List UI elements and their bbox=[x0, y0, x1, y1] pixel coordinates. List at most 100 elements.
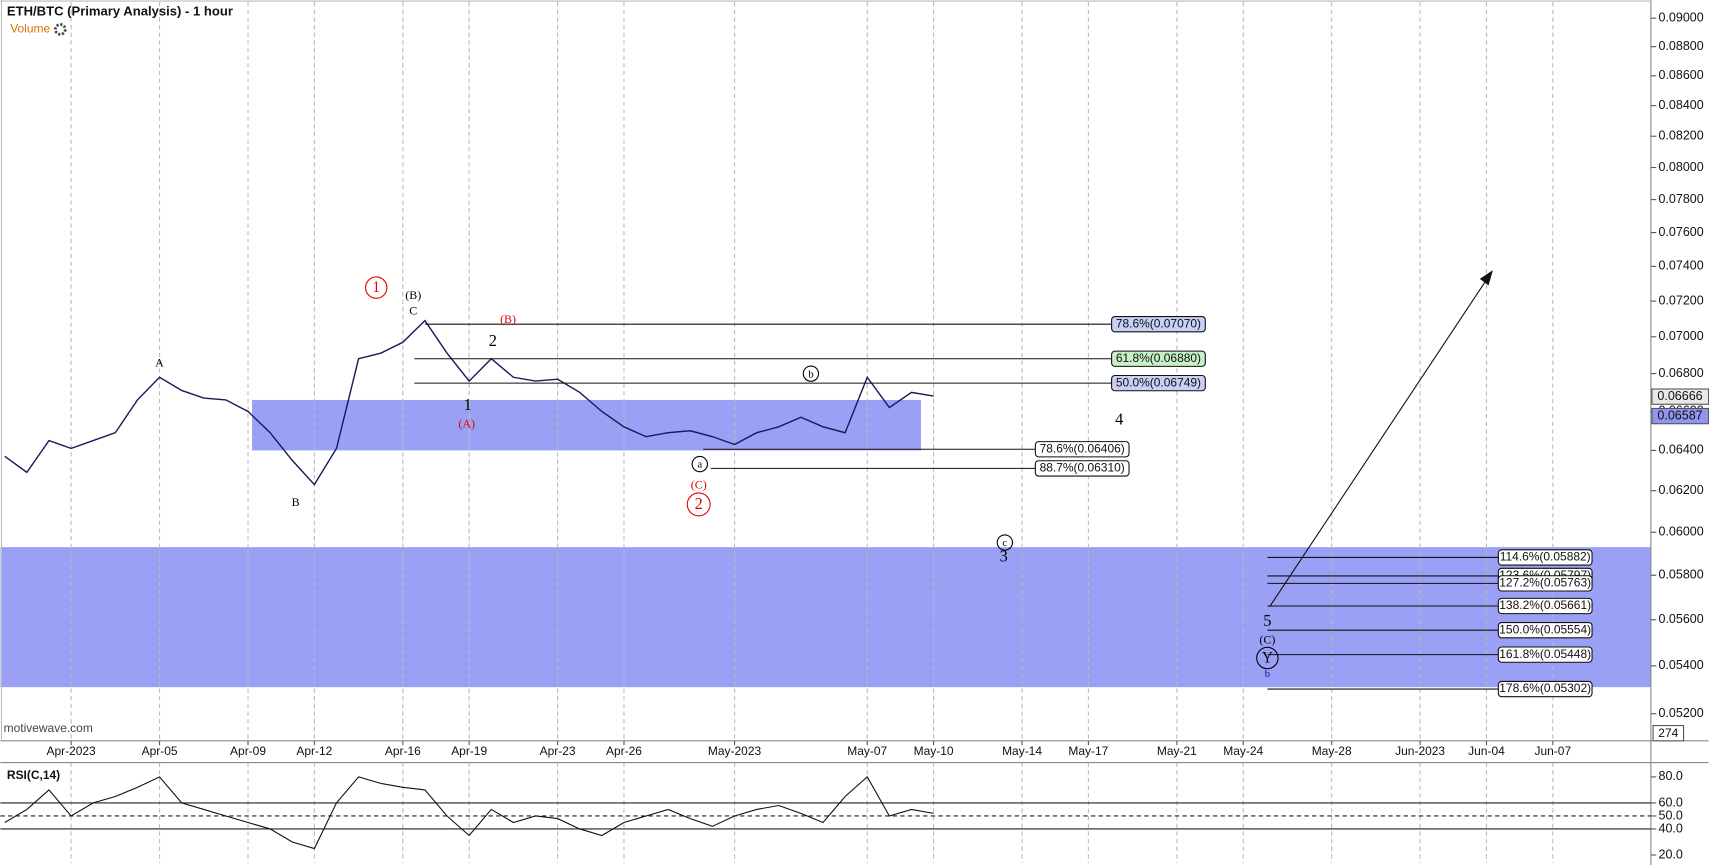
wave-label: (A) bbox=[458, 417, 475, 431]
fib-label-box bbox=[1497, 646, 1593, 663]
fib-label-box bbox=[1111, 350, 1206, 367]
x-tick-label: Apr-23 bbox=[540, 744, 576, 758]
wave-label: A bbox=[155, 356, 164, 370]
x-tick-label: Jun-2023 bbox=[1395, 744, 1445, 758]
y-tick-label: 0.08400 bbox=[1658, 98, 1703, 112]
projection-arrow bbox=[1269, 276, 1489, 608]
wave-label: (C) bbox=[1259, 632, 1275, 646]
wave-label: 5 bbox=[1263, 611, 1271, 630]
wave-circle bbox=[996, 534, 1014, 551]
fib-label-box bbox=[1497, 597, 1593, 615]
fib-label-box bbox=[1497, 549, 1593, 566]
x-tick-label: Jun-04 bbox=[1468, 744, 1505, 758]
fib-label: 78.6%(0.06406) bbox=[1040, 441, 1125, 455]
price-tag: 0.06587 bbox=[1657, 408, 1702, 422]
fib-label: 88.7%(0.06310) bbox=[1040, 461, 1125, 475]
rsi-line bbox=[4, 776, 934, 850]
settings-icon[interactable] bbox=[54, 23, 67, 36]
wave-circle bbox=[691, 455, 708, 473]
x-tick-label: May-24 bbox=[1223, 744, 1263, 758]
fib-label-box bbox=[1034, 460, 1130, 477]
grid bbox=[70, 2, 1554, 863]
x-tick-label: Apr-16 bbox=[385, 744, 421, 758]
wave-label: 4 bbox=[1115, 409, 1123, 428]
x-tick-label: Apr-05 bbox=[142, 744, 178, 758]
wave-label: Y bbox=[1262, 650, 1273, 667]
chart-title: ETH/BTC (Primary Analysis) - 1 hour bbox=[7, 3, 233, 18]
rsi-tick-label: 40.0 bbox=[1658, 821, 1682, 835]
fib-label: 178.6%(0.05302) bbox=[1499, 681, 1591, 695]
volume-label: Volume bbox=[10, 22, 50, 36]
wave-circle bbox=[686, 492, 711, 517]
wave-label: 1 bbox=[372, 279, 380, 296]
rsi-title: RSI(C,14) bbox=[7, 768, 60, 782]
y-tick-label: 0.07600 bbox=[1658, 225, 1703, 239]
y-tick-label: 0.06800 bbox=[1658, 366, 1703, 380]
y-tick-label: 0.08800 bbox=[1658, 39, 1703, 53]
wave-label: C bbox=[409, 303, 417, 317]
y-tick-label: 0.07400 bbox=[1658, 259, 1703, 273]
y-tick-label: 0.08000 bbox=[1658, 160, 1703, 174]
wave-label: (B) bbox=[500, 312, 516, 326]
y-tick-label: 0.05600 bbox=[1658, 612, 1703, 626]
fib-label: 161.8%(0.05448) bbox=[1499, 647, 1591, 661]
y-tick-label: 0.06400 bbox=[1658, 443, 1703, 457]
fib-label-box bbox=[1497, 575, 1593, 592]
zone bbox=[252, 399, 921, 451]
wave-label: 1 bbox=[464, 395, 472, 414]
rsi-tick-label: 80.0 bbox=[1658, 769, 1682, 783]
fib-label: 78.6%(0.07070) bbox=[1116, 316, 1201, 330]
zone bbox=[0, 547, 1651, 688]
x-tick-label: May-10 bbox=[914, 744, 954, 758]
x-tick-label: May-21 bbox=[1157, 744, 1197, 758]
x-tick-label: Apr-09 bbox=[230, 744, 266, 758]
y-tick-label: 0.05800 bbox=[1658, 568, 1703, 582]
fib-label: 61.8%(0.06880) bbox=[1116, 351, 1201, 365]
wave-label: 2 bbox=[489, 331, 497, 350]
watermark: motivewave.com bbox=[4, 721, 93, 735]
x-tick-label: May-07 bbox=[847, 744, 887, 758]
price-line bbox=[4, 319, 934, 486]
y-tick-label: 0.05200 bbox=[1658, 706, 1703, 720]
fib-label: 50.0%(0.06749) bbox=[1116, 375, 1201, 389]
wave-label: (C) bbox=[691, 478, 707, 492]
y-tick-label: 0.08200 bbox=[1658, 129, 1703, 143]
fib-label-box bbox=[1111, 374, 1206, 392]
wave-circle bbox=[1256, 646, 1279, 670]
fib-label: 127.2%(0.05763) bbox=[1499, 576, 1591, 590]
wave-label: c bbox=[1002, 537, 1007, 549]
fib-label-box bbox=[1497, 622, 1593, 639]
y-tick-label: 0.07800 bbox=[1658, 192, 1703, 206]
wave-label: B bbox=[292, 495, 300, 509]
wave-label: a bbox=[697, 459, 702, 471]
wave-label: b bbox=[1265, 668, 1271, 680]
x-tick-label: Apr-26 bbox=[606, 744, 642, 758]
y-tick-label: 0.06200 bbox=[1658, 483, 1703, 497]
fib-label-box bbox=[1111, 316, 1206, 333]
wave-label: b bbox=[808, 368, 814, 380]
x-tick-label: May-28 bbox=[1312, 744, 1352, 758]
y-tick-label: 0.06000 bbox=[1658, 525, 1703, 539]
price-tag: 0.06666 bbox=[1657, 389, 1702, 403]
fib-label: 114.6%(0.05882) bbox=[1500, 550, 1591, 564]
x-tick-label: Apr-19 bbox=[451, 744, 487, 758]
x-tick-label: May-14 bbox=[1002, 744, 1042, 758]
wave-label: (B) bbox=[405, 288, 421, 302]
wave-circle bbox=[802, 365, 820, 382]
y-tick-label: 0.05400 bbox=[1658, 658, 1703, 672]
rsi-tick-label: 60.0 bbox=[1658, 795, 1682, 809]
fib-label: 138.2%(0.05661) bbox=[1499, 598, 1591, 612]
fib-label: 150.0%(0.05554) bbox=[1499, 622, 1591, 636]
fib-label-box bbox=[1497, 680, 1593, 698]
y-tick-label: 0.08600 bbox=[1658, 68, 1703, 82]
x-tick-label: Apr-12 bbox=[296, 744, 332, 758]
wave-label: 2 bbox=[695, 494, 703, 513]
x-tick-label: May-2023 bbox=[708, 744, 762, 758]
y-tick-label: 0.07000 bbox=[1658, 329, 1703, 343]
x-tick-label: May-17 bbox=[1068, 744, 1108, 758]
zones bbox=[0, 399, 1651, 688]
x-tick-label: Apr-2023 bbox=[46, 744, 96, 758]
rsi-tick-label: 20.0 bbox=[1658, 847, 1682, 861]
